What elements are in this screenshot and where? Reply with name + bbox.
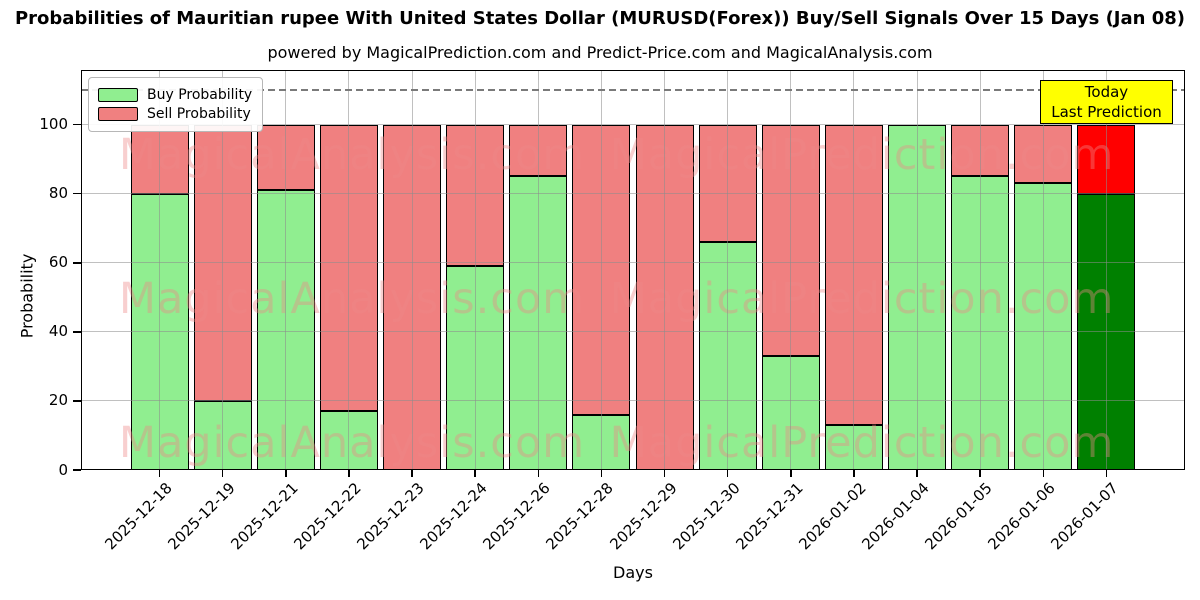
x-tick-label: 2026-01-06 [984, 479, 1060, 554]
bar-2025-12-24-buy [446, 266, 505, 470]
bar-2025-12-30-buy [698, 242, 757, 470]
y-tick-label: 100 [39, 115, 68, 134]
bar-2025-12-24-sell [446, 124, 505, 267]
x-tick-mark [1042, 470, 1045, 477]
bar-2026-01-07-buy [1077, 193, 1136, 470]
chart-subtitle: powered by MagicalPrediction.com and Pre… [267, 43, 933, 62]
y-tick-mark [73, 262, 81, 264]
bar-2026-01-02-sell [824, 124, 883, 426]
bar-2026-01-05-buy [951, 176, 1010, 470]
bar-2026-01-06-buy [1014, 183, 1073, 470]
y-tick-label: 60 [48, 253, 68, 272]
x-tick-mark [285, 470, 287, 477]
x-tick-label: 2025-12-28 [542, 479, 618, 554]
today-annotation: Today Last Prediction [1040, 80, 1173, 124]
x-tick-mark [1105, 470, 1108, 477]
x-tick-label: 2025-12-24 [416, 479, 491, 554]
x-tick-label: 2026-01-05 [921, 479, 996, 554]
legend-entry-sell: Sell Probability [98, 106, 252, 122]
y-tick-label: 20 [48, 391, 68, 410]
x-tick-mark [158, 470, 161, 477]
y-axis-label: Probability [17, 253, 37, 339]
bar-2026-01-07-sell [1077, 124, 1136, 194]
x-tick-label: 2025-12-26 [479, 479, 554, 554]
x-tick-mark [411, 470, 413, 477]
x-tick-label: 2025-12-18 [100, 479, 176, 554]
bar-2025-12-28-buy [572, 414, 631, 470]
bar-2025-12-22-buy [319, 411, 378, 470]
sell-swatch-icon [98, 107, 138, 121]
bar-2025-12-31-sell [761, 124, 820, 356]
x-tick-label: 2025-12-30 [669, 479, 744, 554]
buy-swatch-icon [98, 88, 138, 102]
y-tick-mark [73, 192, 81, 195]
bar-2025-12-31-buy [761, 356, 820, 470]
x-tick-label: 2026-01-02 [795, 479, 870, 554]
x-axis-label: Days [613, 563, 653, 582]
x-tick-label: 2025-12-29 [605, 479, 681, 554]
x-tick-mark [726, 470, 729, 477]
x-tick-mark [600, 470, 603, 477]
x-tick-mark [537, 470, 540, 477]
bar-2026-01-02-buy [824, 425, 883, 470]
x-tick-mark [853, 470, 855, 477]
bar-2025-12-22-sell [319, 124, 378, 412]
y-tick-label: 0 [58, 460, 68, 479]
bar-2025-12-30-sell [698, 124, 757, 243]
bar-2025-12-19-sell [193, 124, 252, 401]
x-tick-mark [979, 470, 981, 477]
bar-2025-12-26-sell [509, 124, 568, 177]
legend-label: Sell Probability [147, 106, 251, 122]
legend-entry-buy: Buy Probability [98, 87, 252, 103]
y-tick-label: 80 [48, 184, 68, 203]
bar-2025-12-18-sell [130, 124, 189, 194]
y-tick-mark [73, 469, 81, 471]
x-tick-label: 2026-01-07 [1047, 479, 1123, 554]
bar-2025-12-18-buy [130, 193, 189, 470]
x-tick-mark [474, 470, 476, 477]
bar-2025-12-28-sell [572, 124, 631, 415]
x-tick-mark [790, 470, 792, 477]
legend-label: Buy Probability [147, 87, 253, 103]
bar-2025-12-21-sell [256, 124, 315, 191]
bar-2025-12-23-sell [383, 124, 442, 470]
today-annotation-line1: Today [1084, 83, 1129, 101]
y-tick-mark [73, 123, 81, 126]
bar-2025-12-26-buy [509, 176, 568, 470]
chart-title: Probabilities of Mauritian rupee With Un… [14, 8, 1186, 29]
bar-2025-12-29-sell [635, 124, 694, 470]
x-tick-mark [663, 470, 666, 477]
today-annotation-line2: Last Prediction [1051, 103, 1162, 121]
x-tick-label: 2025-12-31 [732, 479, 807, 554]
legend: Buy Probability Sell Probability [88, 77, 264, 132]
x-tick-label: 2026-01-04 [858, 479, 933, 554]
x-tick-label: 2025-12-21 [227, 479, 302, 554]
bar-2026-01-04-buy [888, 124, 947, 470]
bar-2025-12-21-buy [256, 190, 315, 470]
bar-2025-12-19-buy [193, 400, 252, 470]
bar-2026-01-06-sell [1014, 124, 1073, 184]
y-tick-mark [73, 331, 81, 333]
y-tick-mark [73, 400, 81, 402]
x-tick-mark [916, 470, 918, 477]
x-tick-label: 2025-12-22 [290, 479, 365, 554]
bar-2026-01-05-sell [951, 124, 1010, 177]
x-tick-label: 2025-12-23 [353, 479, 428, 554]
x-tick-mark [221, 470, 224, 477]
y-tick-label: 40 [48, 322, 68, 341]
x-tick-mark [348, 470, 350, 477]
